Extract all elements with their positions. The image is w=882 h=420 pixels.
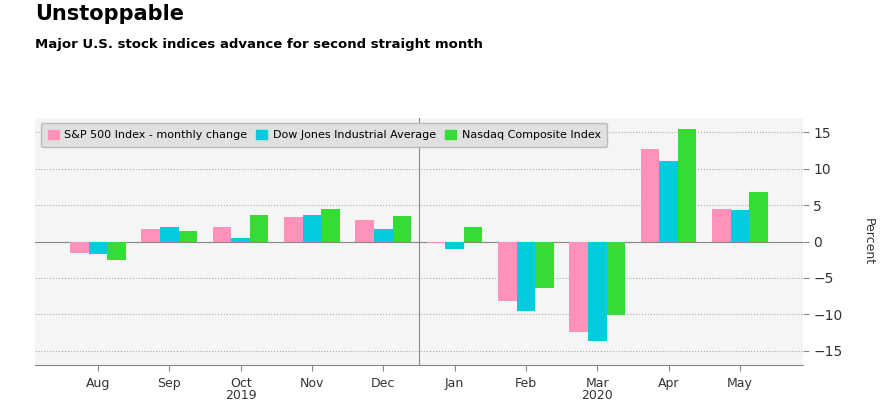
Bar [231,238,250,241]
Bar [641,149,660,242]
Bar [213,227,231,241]
Bar [303,215,321,241]
Legend: S&P 500 Index - monthly change, Dow Jones Industrial Average, Nasdaq Composite I: S&P 500 Index - monthly change, Dow Jone… [41,123,608,147]
Bar [588,241,607,341]
Bar [730,210,749,241]
Bar [250,215,268,241]
Bar [89,241,108,254]
Bar [374,229,392,242]
Text: 2020: 2020 [581,389,613,402]
Bar [712,209,730,242]
Text: Unstoppable: Unstoppable [35,4,184,24]
Bar [749,192,767,241]
Bar [108,241,126,260]
Bar [607,241,625,315]
Bar [355,220,374,241]
Bar [427,241,445,243]
Bar [71,241,89,253]
Bar [464,227,482,241]
Y-axis label: Percent: Percent [862,218,875,265]
Bar [284,217,303,241]
Bar [392,216,411,241]
Bar [498,241,517,301]
Bar [570,241,588,332]
Bar [445,241,464,249]
Bar [678,129,697,241]
Bar [321,209,340,242]
Text: Major U.S. stock indices advance for second straight month: Major U.S. stock indices advance for sec… [35,38,483,51]
Bar [160,227,178,241]
Bar [660,160,678,241]
Bar [141,229,160,242]
Text: 2019: 2019 [225,389,257,402]
Bar [535,241,554,288]
Bar [178,231,197,241]
Bar [517,241,535,312]
